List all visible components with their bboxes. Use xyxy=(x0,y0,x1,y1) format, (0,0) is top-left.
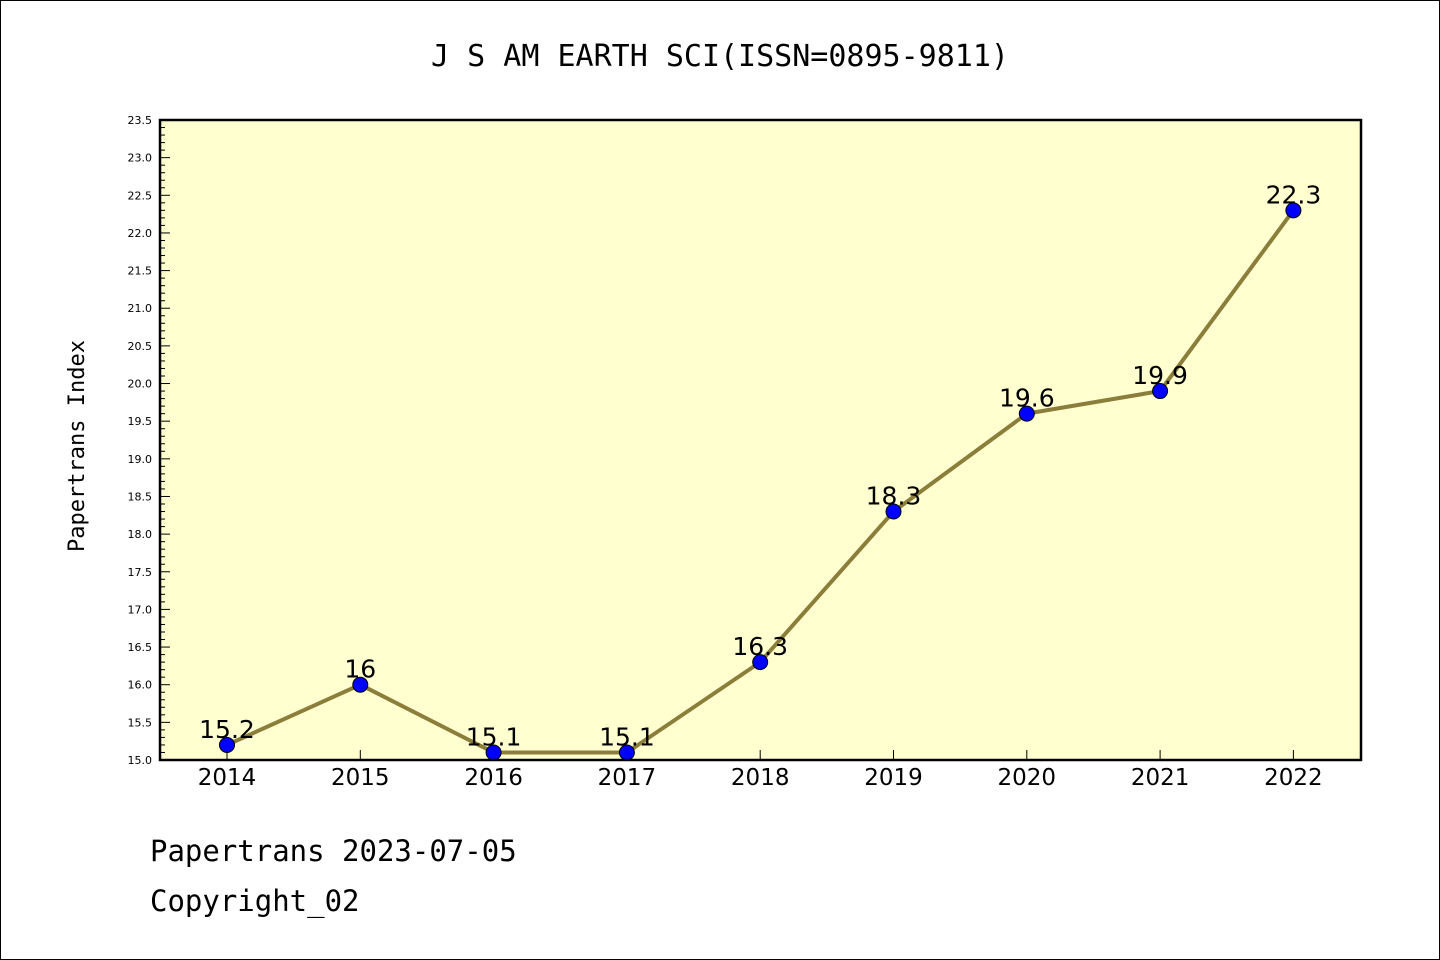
y-tick-label: 22.5 xyxy=(128,189,153,202)
data-labels: 15.2 16 15.1 15.1 16.3 18.3 19.6 19.9 22.3 xyxy=(199,180,1321,751)
footer-copyright: Copyright_02 xyxy=(150,884,360,918)
y-tick-label: 17.5 xyxy=(128,566,153,579)
y-tick-label: 21.5 xyxy=(128,265,153,278)
y-tick-label: 23.0 xyxy=(128,152,153,165)
y-tick-label: 18.5 xyxy=(128,490,153,503)
x-tick-label: 2018 xyxy=(731,765,790,791)
data-label: 15.1 xyxy=(599,722,655,751)
y-tick-label: 21.0 xyxy=(128,302,153,315)
data-label: 19.9 xyxy=(1132,361,1188,390)
x-tick-label: 2020 xyxy=(998,765,1057,791)
y-tick-label: 15.5 xyxy=(128,716,153,729)
x-tick-label: 2021 xyxy=(1131,765,1190,791)
data-label: 15.1 xyxy=(466,722,522,751)
plot-border xyxy=(158,118,1363,762)
y-tick-label: 16.5 xyxy=(128,641,153,654)
y-tick-label: 19.0 xyxy=(128,453,153,466)
data-point xyxy=(1152,383,1169,400)
y-tick-label: 17.0 xyxy=(128,603,153,616)
data-label: 19.6 xyxy=(999,384,1055,413)
chart-title: J S AM EARTH SCI(ISSN=0895-9811) xyxy=(431,39,1009,74)
data-label: 16.3 xyxy=(732,632,788,661)
x-tick-label: 2022 xyxy=(1264,765,1323,791)
y-tick-label: 16.0 xyxy=(128,679,153,692)
footer-source-line: Papertrans 2023-07-05 xyxy=(150,834,517,868)
y-tick-label: 18.0 xyxy=(128,528,153,541)
data-point xyxy=(752,654,769,671)
data-point xyxy=(352,676,369,693)
x-tick-label: 2017 xyxy=(598,765,657,791)
x-tick-label: 2016 xyxy=(464,765,523,791)
y-tick-label: 23.5 xyxy=(128,114,153,127)
data-point xyxy=(1018,405,1035,422)
data-markers xyxy=(219,202,1302,761)
y-tick-label: 20.0 xyxy=(128,378,153,391)
y-tick-label: 20.5 xyxy=(128,340,153,353)
y-axis-label: Papertrans Index xyxy=(65,340,90,552)
x-tick-label: 2019 xyxy=(864,765,923,791)
data-point xyxy=(219,736,235,753)
y-tick-label: 19.5 xyxy=(128,415,153,428)
plot-area xyxy=(160,120,1361,760)
data-label: 16 xyxy=(344,655,376,684)
data-label: 22.3 xyxy=(1266,180,1322,209)
y-tick-label: 22.0 xyxy=(128,227,153,240)
y-axis-ticks: 15.0 15.5 16.0 16.5 17.0 17.5 18.0 18.5 19.0 19.5… xyxy=(128,114,170,767)
data-label: 15.2 xyxy=(199,715,255,744)
y-tick-label: 15.0 xyxy=(128,754,153,767)
data-point xyxy=(885,503,902,520)
x-axis-ticks: 2014 2015 2016 2017 2018 2019 2020 2021 2022 xyxy=(198,750,1323,791)
x-tick-label: 2015 xyxy=(331,765,390,791)
data-point xyxy=(1285,202,1302,219)
data-label: 18.3 xyxy=(866,482,922,511)
x-tick-label: 2014 xyxy=(198,765,257,791)
